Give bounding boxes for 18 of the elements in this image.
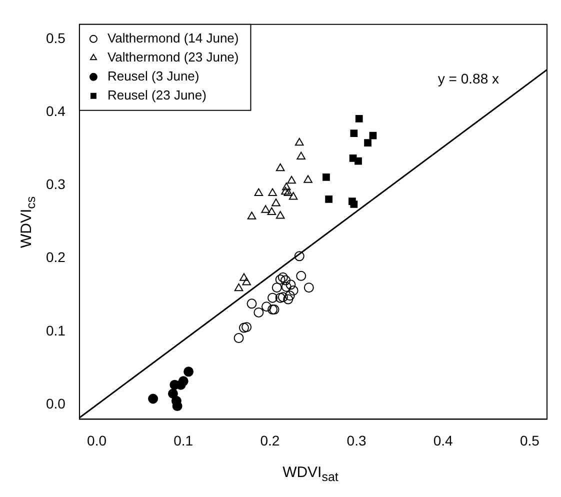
y-tick-label: 0.3	[46, 176, 66, 192]
legend-label: Valthermond (14 June)	[107, 30, 239, 46]
annotation: y = 0.88 x	[438, 70, 499, 86]
x-axis-title: WDVI$_{sat}$	[282, 464, 340, 484]
legend-label: Reusel (23 June)	[107, 87, 206, 102]
y-tick-label: 0.1	[46, 322, 66, 338]
x-tick-label: 0.2	[260, 432, 280, 448]
x-tick-label: 0.0	[87, 432, 107, 448]
y-tick-label: 0.5	[46, 30, 66, 46]
x-tick-label: 0.1	[174, 432, 194, 448]
y-tick-label: 0.2	[46, 249, 66, 266]
x-tick-label: 0.4	[433, 432, 454, 448]
y-tick-label: 0.0	[46, 395, 66, 412]
x-tick-label: 0.5	[520, 432, 540, 448]
x-tick-label: 0.3	[346, 432, 366, 448]
legend-label: Reusel (3 June)	[107, 68, 200, 84]
legend-label: Valthermond (23 June)	[107, 49, 239, 64]
y-tick-label: 0.4	[46, 102, 66, 119]
